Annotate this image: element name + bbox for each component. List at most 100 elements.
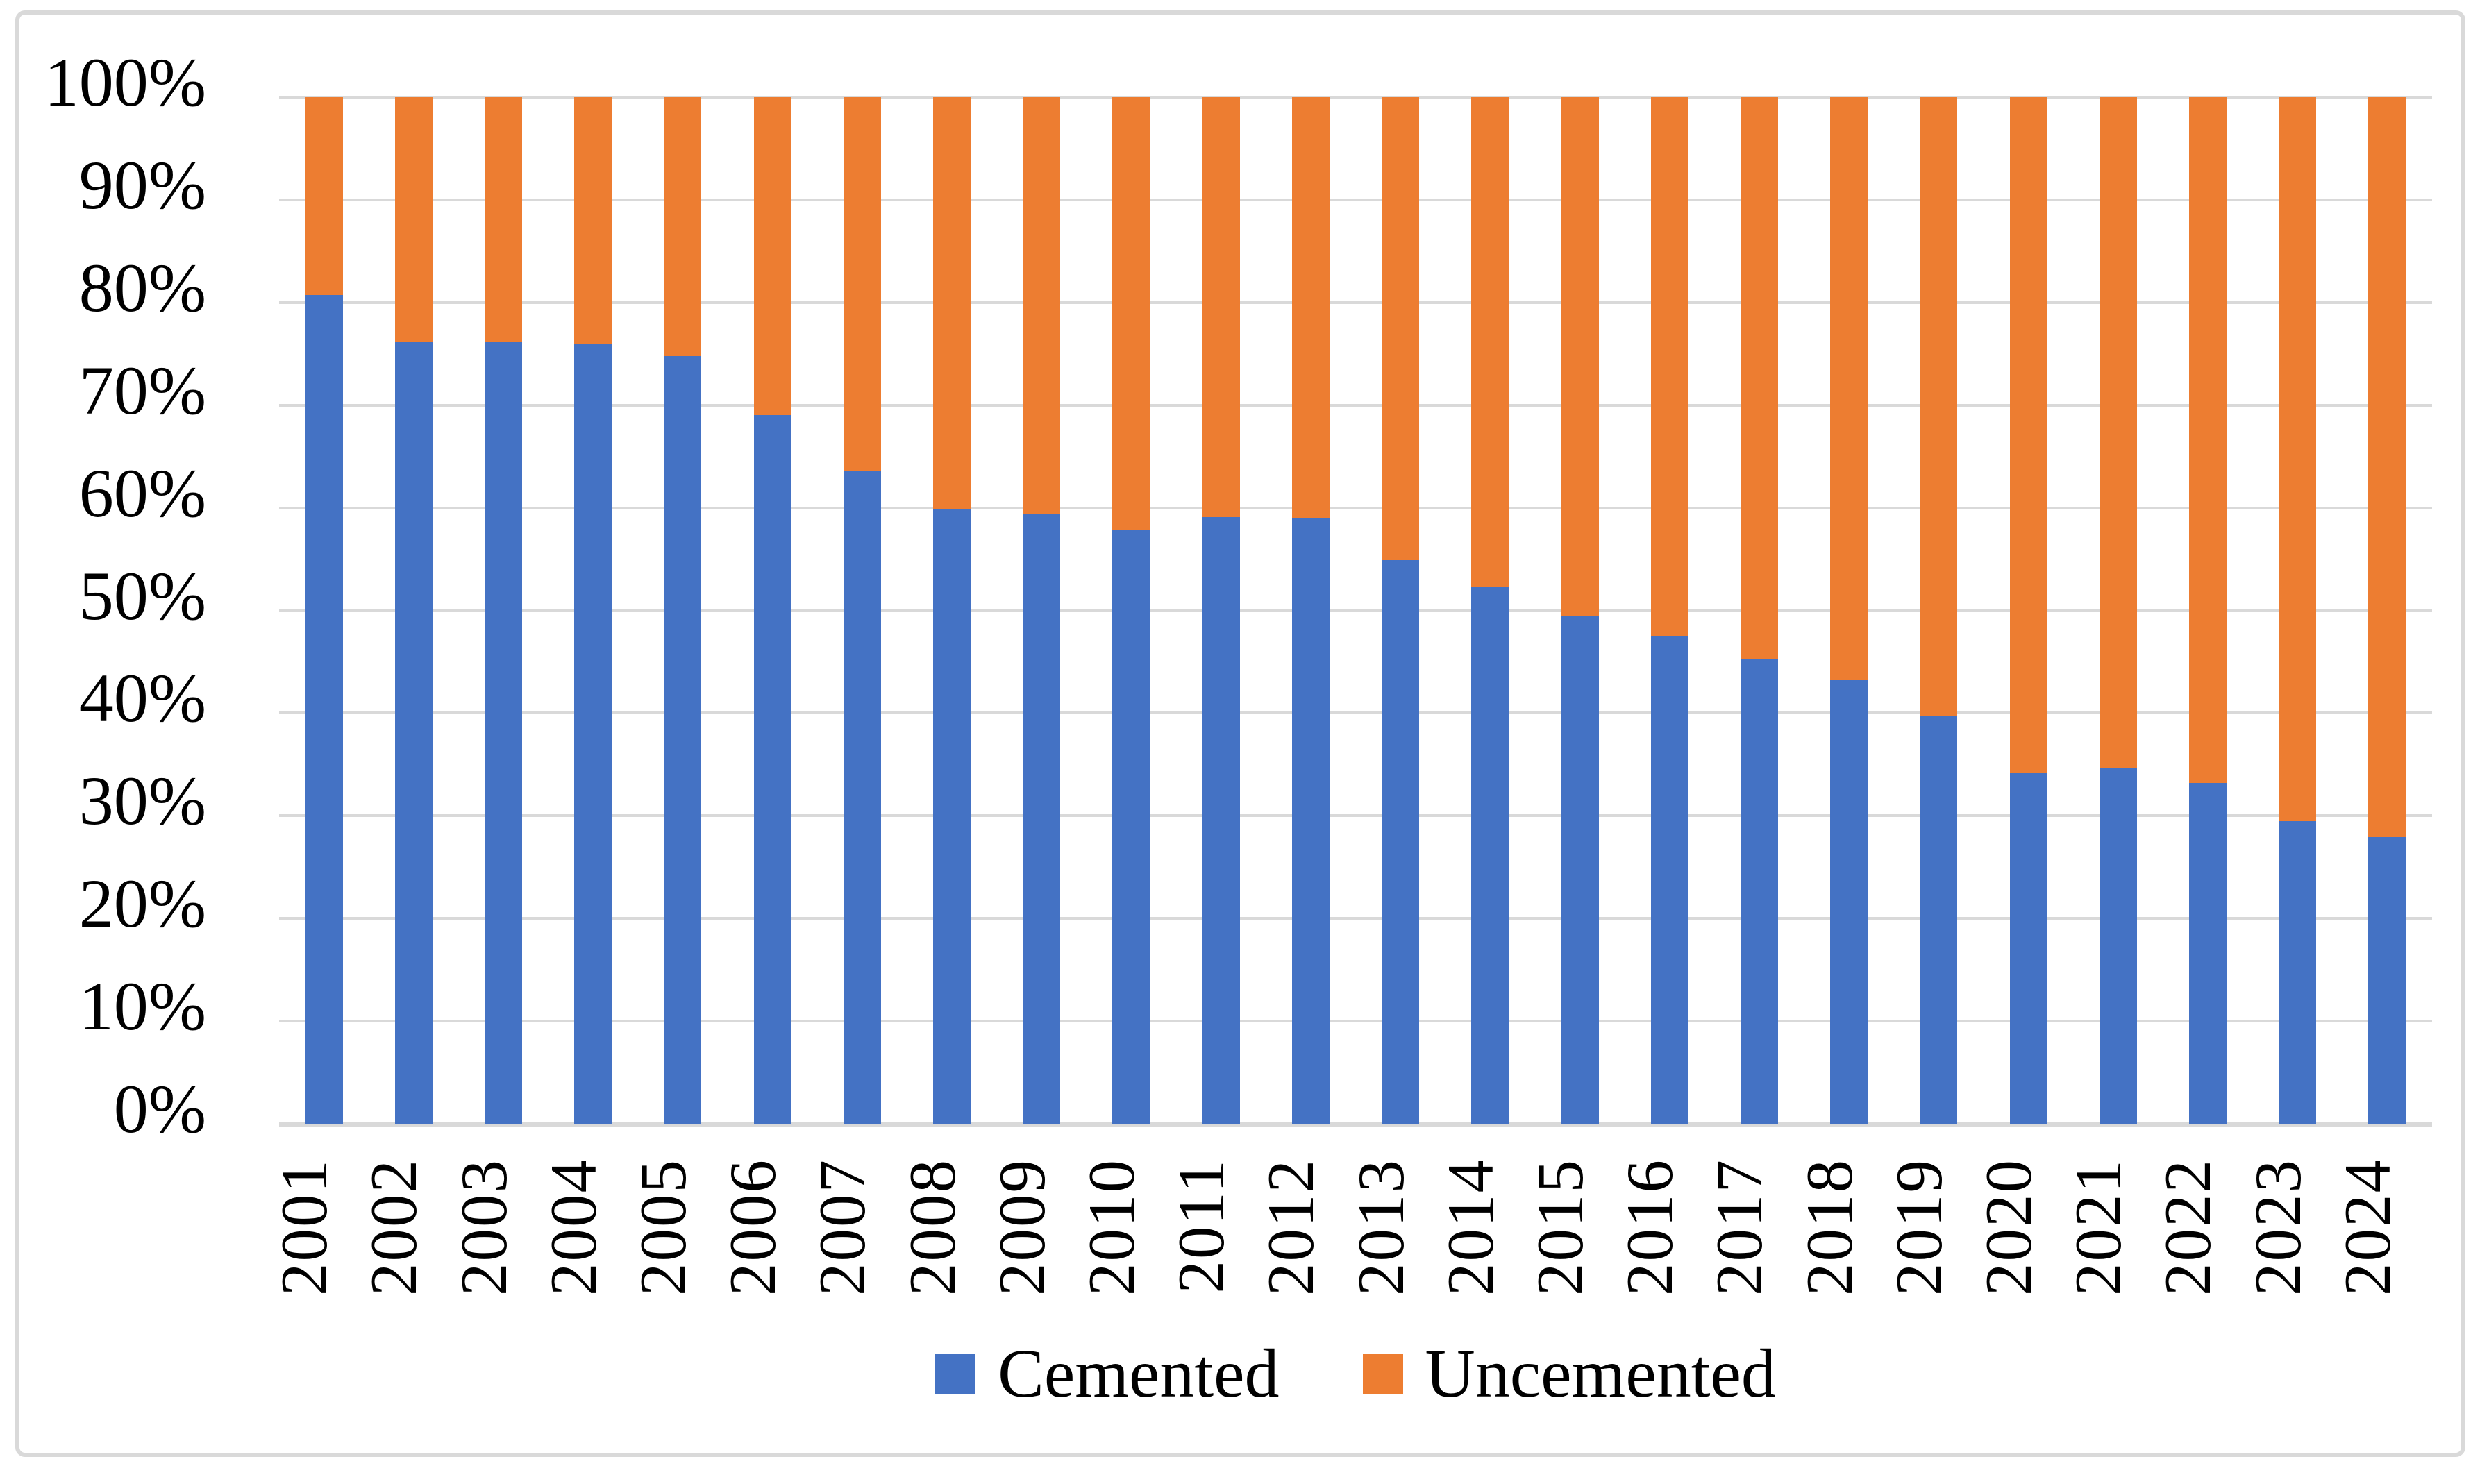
- bar-2004-uncemented: [574, 97, 612, 344]
- x-tick-label-2012: 2012: [1246, 1158, 1336, 1339]
- x-tick-label-2007: 2007: [798, 1158, 888, 1339]
- x-tick-label-2016: 2016: [1605, 1158, 1695, 1339]
- bar-2014-uncemented: [1471, 97, 1509, 587]
- bar-2002-uncemented: [394, 97, 433, 343]
- bar-2016-uncemented: [1650, 97, 1688, 636]
- bar-2011-cemented: [1202, 516, 1240, 1124]
- x-tick-label-2004: 2004: [528, 1158, 619, 1339]
- bar-2008-uncemented: [933, 97, 971, 509]
- x-tick-label-2019: 2019: [1874, 1158, 1964, 1339]
- bar-2012-uncemented: [1291, 97, 1330, 518]
- gridline-80: [279, 301, 2432, 304]
- bar-2009-cemented: [1023, 514, 1061, 1124]
- bar-2007-cemented: [843, 471, 881, 1124]
- y-tick-label-10: 10%: [78, 968, 206, 1045]
- x-tick-label-text: 2014: [1433, 1158, 1507, 1296]
- bar-2018-uncemented: [1830, 97, 1868, 680]
- bar-2011-uncemented: [1202, 97, 1240, 517]
- x-tick-label-text: 2003: [446, 1158, 521, 1296]
- gridline-20: [279, 917, 2432, 920]
- x-tick-label-2014: 2014: [1425, 1158, 1516, 1339]
- x-tick-label-2002: 2002: [349, 1158, 439, 1339]
- bar-2016-cemented: [1650, 636, 1688, 1124]
- gridline-90: [279, 198, 2432, 201]
- x-tick-label-text: 2023: [2240, 1158, 2315, 1296]
- bar-2021-uncemented: [2099, 97, 2137, 769]
- bar-2023-cemented: [2279, 820, 2317, 1124]
- x-tick-label-text: 2009: [984, 1158, 1059, 1296]
- gridline-50: [279, 609, 2432, 612]
- y-tick-label-60: 60%: [78, 454, 206, 532]
- chart-figure: 0% 10% 20% 30% 40% 50% 60% 70% 80% 90% 100% 2001 20…: [15, 10, 2465, 1457]
- bar-2009-uncemented: [1023, 97, 1061, 514]
- bar-2014-cemented: [1471, 587, 1509, 1124]
- gridline-60: [279, 506, 2432, 509]
- bar-2023-uncemented: [2279, 97, 2317, 821]
- x-tick-label-text: 2004: [536, 1158, 610, 1296]
- y-tick-label-0: 0%: [113, 1070, 206, 1147]
- y-tick-label-20: 20%: [78, 865, 206, 943]
- x-tick-label-2015: 2015: [1516, 1158, 1606, 1339]
- x-tick-label-text: 2012: [1254, 1158, 1328, 1296]
- gridline-70: [279, 403, 2432, 407]
- x-tick-label-2006: 2006: [708, 1158, 798, 1339]
- bar-2022-uncemented: [2188, 97, 2227, 783]
- y-tick-label-50: 50%: [78, 557, 206, 634]
- bar-2020-uncemented: [2009, 97, 2047, 773]
- x-tick-label-text: 2011: [1164, 1158, 1239, 1294]
- x-tick-label-text: 2006: [716, 1158, 790, 1296]
- gridline-0: [279, 1122, 2432, 1127]
- legend-item-cemented: Cemented: [935, 1335, 1280, 1412]
- y-tick-label-100: 100%: [44, 44, 206, 121]
- bar-2003-uncemented: [485, 97, 523, 342]
- gridline-30: [279, 814, 2432, 818]
- x-tick-label-2022: 2022: [2143, 1158, 2234, 1339]
- bar-2017-uncemented: [1740, 97, 1778, 659]
- x-tick-label-text: 2008: [895, 1158, 969, 1296]
- x-tick-label-2024: 2024: [2322, 1158, 2413, 1339]
- x-tick-label-text: 2005: [626, 1158, 700, 1296]
- bar-2010-uncemented: [1112, 97, 1150, 530]
- x-tick-label-text: 2022: [2151, 1158, 2225, 1296]
- legend-swatch-uncemented: [1362, 1354, 1403, 1394]
- legend-swatch-cemented: [935, 1354, 976, 1394]
- gridline-10: [279, 1020, 2432, 1023]
- bar-2006-uncemented: [753, 97, 791, 416]
- bar-2018-cemented: [1830, 679, 1868, 1124]
- y-tick-label-40: 40%: [78, 659, 206, 737]
- bar-2015-uncemented: [1561, 97, 1599, 617]
- bar-2001-uncemented: [305, 97, 343, 296]
- gridline-100: [279, 96, 2432, 99]
- x-tick-label-text: 2020: [1972, 1158, 2046, 1296]
- bar-2015-cemented: [1561, 616, 1599, 1124]
- x-tick-label-text: 2018: [1792, 1158, 1866, 1296]
- x-tick-label-2023: 2023: [2233, 1158, 2323, 1339]
- bar-2024-uncemented: [2368, 97, 2406, 838]
- bar-2002-cemented: [394, 342, 433, 1124]
- bar-2010-cemented: [1112, 529, 1150, 1124]
- x-tick-label-text: 2007: [805, 1158, 880, 1296]
- bar-2020-cemented: [2009, 773, 2047, 1124]
- legend-label-uncemented: Uncemented: [1425, 1335, 1776, 1412]
- bar-2004-cemented: [574, 343, 612, 1124]
- bar-2019-uncemented: [1920, 97, 1958, 716]
- x-tick-label-text: 2021: [2061, 1158, 2136, 1296]
- plot-area: [279, 96, 2432, 1127]
- x-tick-label-2021: 2021: [2054, 1158, 2144, 1339]
- bar-2008-cemented: [933, 509, 971, 1124]
- x-tick-label-2003: 2003: [439, 1158, 529, 1339]
- bar-2007-uncemented: [843, 97, 881, 471]
- x-tick-label-2010: 2010: [1066, 1158, 1157, 1339]
- bar-2001-cemented: [305, 295, 343, 1124]
- bar-2019-cemented: [1920, 716, 1958, 1124]
- y-tick-label-70: 70%: [78, 351, 206, 429]
- legend-label-cemented: Cemented: [998, 1335, 1280, 1412]
- x-tick-label-2013: 2013: [1336, 1158, 1426, 1339]
- y-tick-label-80: 80%: [78, 248, 206, 326]
- bar-2005-uncemented: [664, 97, 702, 356]
- bar-2006-cemented: [753, 415, 791, 1124]
- bar-2024-cemented: [2368, 837, 2406, 1124]
- x-tick-label-2018: 2018: [1784, 1158, 1875, 1339]
- x-tick-label-2011: 2011: [1157, 1158, 1247, 1339]
- x-tick-label-2017: 2017: [1695, 1158, 1785, 1339]
